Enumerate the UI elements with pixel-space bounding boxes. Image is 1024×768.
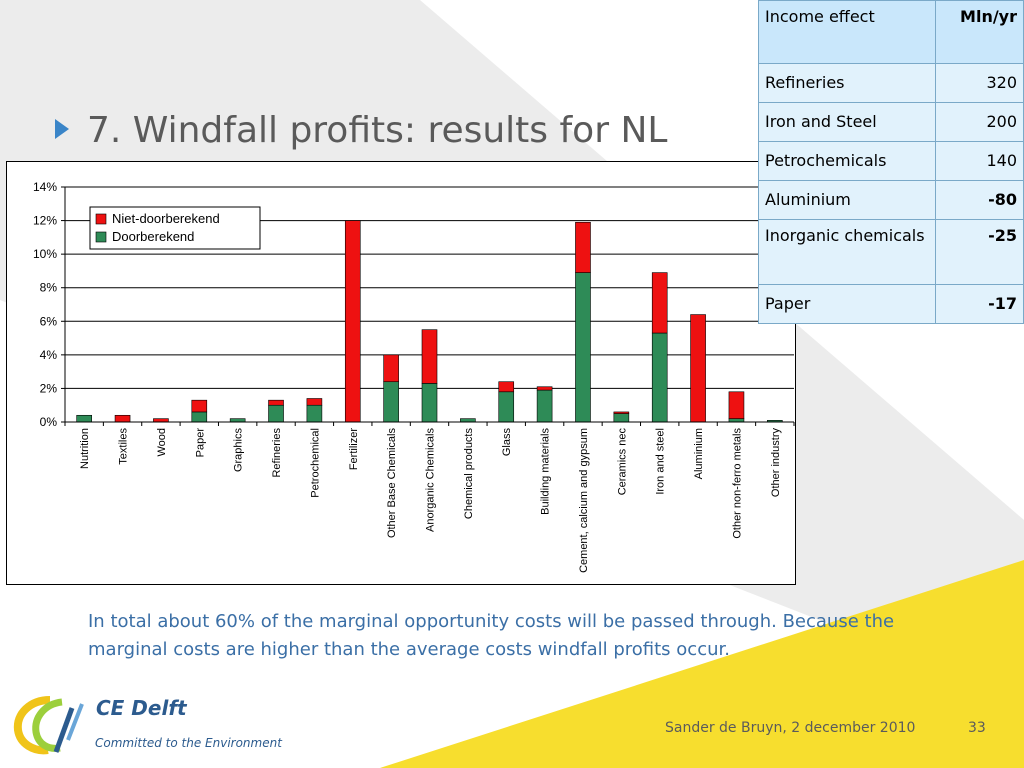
x-category-label: Textiles [118,428,130,465]
table-header-mln-yr: Mln/yr [934,0,1024,64]
page-number: 33 [968,720,986,736]
legend-label: Niet-doorberekend [112,211,220,226]
bar-doorberekend [498,391,515,423]
bar-niet-doorberekend [498,381,515,393]
x-category-label: Paper [194,428,206,458]
x-category-label: Building materials [540,428,552,515]
table-cell-sector: Inorganic chemicals [758,219,936,285]
chart-frame: 0% 2% 4% 6% 8% 10% 12% 14% Nutrition Textiles Wood… [6,161,796,585]
bar-doorberekend [191,411,208,423]
legend-label: Doorberekend [112,229,194,244]
x-category-label: Petrochemical [309,428,321,498]
table-row: Aluminium -80 [758,180,1024,220]
bar-doorberekend [613,413,630,423]
x-category-label: Fertilizer [348,428,360,471]
background-swoosh-yellow [380,560,1024,768]
table-cell-sector: Paper [758,284,936,324]
table-cell-value: -17 [934,284,1024,324]
bar-niet-doorberekend [728,391,745,419]
table-cell-value: -25 [934,219,1024,285]
table-row: Iron and Steel 200 [758,102,1024,142]
footer-author-date: Sander de Bruyn, 2 december 2010 [665,720,916,736]
legend-swatch [95,231,107,243]
bar-niet-doorberekend [383,354,399,383]
table-row: Petrochemicals 140 [758,141,1024,181]
bar-doorberekend [575,272,591,423]
y-tick-label: 12% [33,214,57,228]
legend-swatch [95,213,107,225]
bar-doorberekend [229,418,246,423]
bar-niet-doorberekend [268,399,284,406]
y-tick-label: 14% [33,180,57,194]
stacked-bar-chart: 0% 2% 4% 6% 8% 10% 12% 14% Nutrition Textiles Wood… [33,180,795,573]
bar-niet-doorberekend [421,329,438,384]
table-cell-value: 320 [934,63,1024,103]
bar-niet-doorberekend [536,386,553,391]
x-category-label: Other non-ferro metals [731,428,743,539]
x-category-label: Refineries [271,428,283,478]
x-category-label: Nutrition [79,428,91,469]
table-cell-value: 140 [934,141,1024,181]
x-category-label: Wood [156,428,168,457]
income-effect-table: Income effect Mln/yr Refineries 320 Iron… [758,0,1024,324]
triangle-bullet-icon [55,119,69,139]
table-header-row: Income effect Mln/yr [758,0,1024,64]
bar-doorberekend [728,418,745,423]
bar-niet-doorberekend [306,398,323,406]
ce-delft-logo-mark-icon [13,696,84,755]
x-category-label: Aluminium [693,428,705,479]
logo-tagline: Committed to the Environment [95,736,282,750]
x-category-label: Anorganic Chemicals [425,428,437,532]
summary-text: In total about 60% of the marginal oppor… [88,611,895,660]
x-category-label: Ceramics nec [616,428,628,496]
bar-niet-doorberekend [114,414,131,423]
bar-niet-doorberekend [575,221,591,273]
table-cell-sector: Aluminium [758,180,936,220]
bar-niet-doorberekend [344,220,361,423]
table-row: Inorganic chemicals -25 [758,219,1024,285]
background-swoosh-white [0,690,560,768]
bar-niet-doorberekend [613,411,630,414]
x-category-label: Chemical products [463,428,475,520]
slide-title-text: 7. Windfall profits: results for NL [87,110,668,151]
legend-box [89,206,261,250]
y-tick-label: 2% [40,381,58,395]
x-category-label: Graphics [233,428,245,473]
y-tick-label: 8% [40,281,58,295]
bar-doorberekend [268,404,284,423]
bar-niet-doorberekend [153,418,169,423]
table-cell-sector: Refineries [758,63,936,103]
table-row: Paper -17 [758,284,1024,324]
table-cell-sector: Iron and Steel [758,102,936,142]
ce-delft-logo: CE Delft Committed to the Environment [12,694,302,758]
x-category-label: Other Base Chemicals [386,428,398,539]
bar-niet-doorberekend [191,399,208,413]
x-category-label: Iron and steel [655,428,667,495]
bar-doorberekend [306,404,323,423]
x-category-label: Cement, calcium and gypsum [578,428,590,573]
bar-niet-doorberekend [690,314,706,423]
x-category-label: Glass [501,428,513,457]
bar-doorberekend [651,332,668,423]
y-tick-label: 4% [40,348,58,362]
table-row: Refineries 320 [758,63,1024,103]
bar-doorberekend [536,389,553,423]
table-header-income-effect: Income effect [758,0,936,64]
bar-niet-doorberekend [651,272,668,334]
y-tick-label: 0% [40,415,58,429]
bar-doorberekend [383,381,399,423]
y-tick-label: 6% [40,314,58,328]
bar-doorberekend [460,418,476,423]
bar-doorberekend [421,383,438,423]
table-cell-value: 200 [934,102,1024,142]
table-cell-value: -80 [934,180,1024,220]
x-category-label: Other industry [770,428,782,498]
logo-name: CE Delft [96,696,187,720]
table-cell-sector: Petrochemicals [758,141,936,181]
y-tick-label: 10% [33,247,57,261]
bar-doorberekend [76,414,92,423]
